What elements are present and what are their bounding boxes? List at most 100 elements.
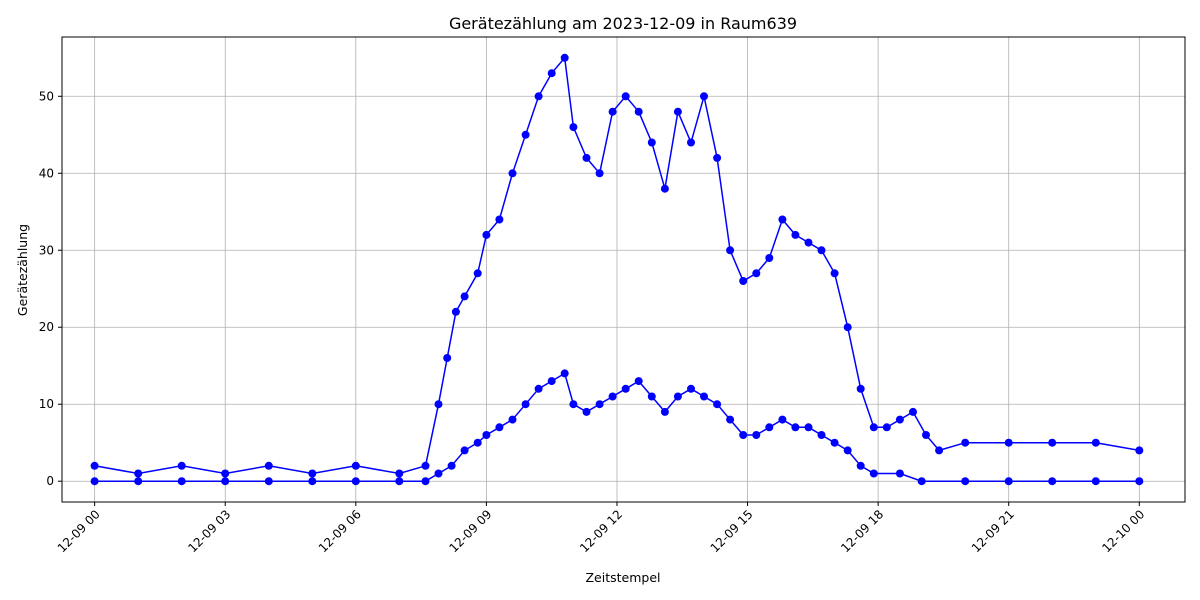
data-point xyxy=(521,400,530,409)
data-point xyxy=(673,107,682,116)
data-point xyxy=(177,477,186,486)
data-point xyxy=(830,438,839,447)
data-point xyxy=(1135,477,1144,486)
y-tick-label: 20 xyxy=(39,320,54,334)
x-tick-label: 12-09 06 xyxy=(316,507,364,555)
data-point xyxy=(882,423,891,432)
data-point xyxy=(582,153,591,162)
data-point xyxy=(817,431,826,439)
data-point xyxy=(700,92,708,101)
data-point xyxy=(660,184,669,193)
data-point xyxy=(843,323,852,332)
data-point xyxy=(569,400,578,409)
data-point xyxy=(221,477,230,486)
data-point xyxy=(595,400,604,409)
data-point xyxy=(521,130,530,139)
data-point xyxy=(447,461,456,470)
data-point xyxy=(713,153,722,162)
data-point xyxy=(308,477,317,486)
data-point xyxy=(726,246,735,255)
data-point xyxy=(547,377,556,386)
data-point xyxy=(752,431,761,439)
data-point xyxy=(961,477,970,486)
y-tick-label: 40 xyxy=(39,166,54,180)
data-point xyxy=(460,292,469,301)
data-point xyxy=(791,230,800,239)
data-point xyxy=(608,107,617,116)
data-point xyxy=(817,246,826,255)
y-tick-label: 0 xyxy=(46,474,54,488)
data-point xyxy=(895,415,904,424)
data-point xyxy=(1091,477,1100,486)
data-point xyxy=(534,384,543,393)
data-point xyxy=(134,469,143,478)
data-point xyxy=(495,423,504,432)
data-point xyxy=(90,477,99,486)
data-point xyxy=(264,461,273,470)
data-point xyxy=(621,92,630,101)
data-point xyxy=(647,392,656,401)
data-point xyxy=(608,392,617,401)
y-tick-label: 50 xyxy=(39,89,54,103)
data-point xyxy=(752,269,761,278)
data-point xyxy=(473,438,482,447)
y-axis-label: Gerätezählung xyxy=(15,224,30,316)
data-point xyxy=(482,431,491,439)
data-point xyxy=(569,123,578,132)
data-point xyxy=(1135,446,1144,455)
data-point xyxy=(508,169,517,178)
data-point xyxy=(961,438,970,447)
y-axis-ticks: 0 10 20 30 40 50 xyxy=(39,89,62,488)
data-point xyxy=(917,477,926,486)
data-point xyxy=(621,384,630,393)
data-point xyxy=(739,277,748,285)
data-point xyxy=(739,431,748,439)
data-point xyxy=(856,384,865,393)
data-point xyxy=(634,107,643,116)
x-tick-label: 12-09 12 xyxy=(577,507,625,555)
data-point xyxy=(451,307,460,316)
data-point xyxy=(351,477,360,486)
data-point xyxy=(221,469,230,478)
data-point xyxy=(687,138,695,147)
data-point xyxy=(434,400,443,409)
data-point xyxy=(804,238,813,247)
data-point xyxy=(560,53,569,62)
data-point xyxy=(534,92,543,101)
data-point xyxy=(1004,438,1013,447)
data-point xyxy=(443,354,452,362)
data-point xyxy=(395,477,404,486)
series-layer xyxy=(90,53,1144,486)
data-point xyxy=(460,446,469,455)
data-point xyxy=(434,469,443,478)
data-point xyxy=(869,423,878,432)
data-point xyxy=(264,477,273,486)
data-point xyxy=(700,392,708,401)
data-point xyxy=(177,461,186,470)
chart-title: Gerätezählung am 2023-12-09 in Raum639 xyxy=(449,14,797,33)
y-tick-label: 10 xyxy=(39,397,54,411)
data-point xyxy=(869,469,878,478)
data-point xyxy=(1048,477,1057,486)
data-point xyxy=(482,230,491,239)
data-point xyxy=(1048,438,1057,447)
data-point xyxy=(495,215,504,224)
x-tick-label: 12-09 09 xyxy=(446,507,494,555)
data-point xyxy=(90,461,99,470)
data-point xyxy=(778,215,787,224)
data-point xyxy=(687,384,695,393)
data-point xyxy=(634,377,643,386)
data-point xyxy=(922,431,930,439)
data-point xyxy=(308,469,317,478)
data-point xyxy=(804,423,813,432)
data-point xyxy=(830,269,839,278)
data-point xyxy=(395,469,404,478)
x-axis-ticks: 12-09 00 12-09 03 12-09 06 12-09 09 12-09 12… xyxy=(55,502,1147,555)
grid xyxy=(62,37,1185,502)
data-point xyxy=(909,407,917,416)
data-point xyxy=(765,423,774,432)
x-tick-label: 12-09 15 xyxy=(708,507,756,555)
data-point xyxy=(935,446,944,455)
data-point xyxy=(778,415,787,424)
